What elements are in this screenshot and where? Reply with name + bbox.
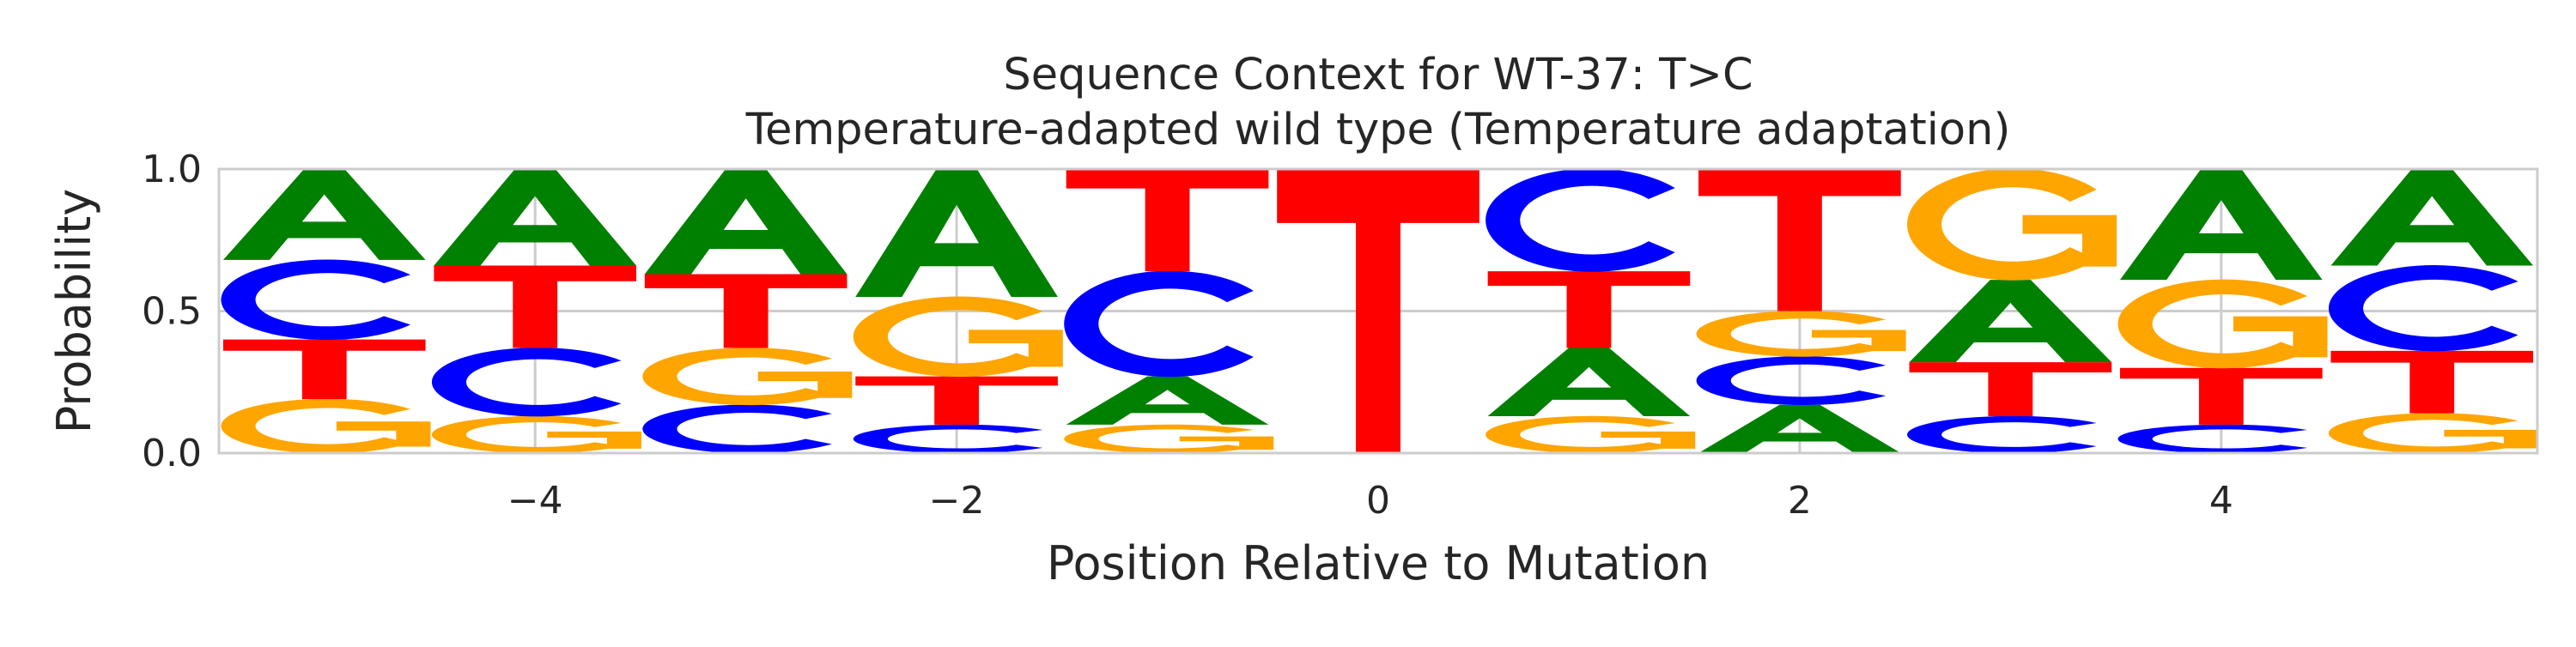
logo-letter-G (1064, 424, 1274, 454)
logo-letter-C (221, 259, 410, 341)
logo-letter-T (1277, 169, 1479, 453)
logo-letter-C (1696, 356, 1886, 406)
logo-letter-G (1485, 415, 1696, 454)
y-tick-label: 1.0 (142, 148, 202, 191)
logo-letter-A (1487, 348, 1691, 416)
logo-letter-C (1907, 415, 2097, 454)
logo-letter-G (221, 398, 431, 454)
logo-letter-T (2120, 367, 2323, 425)
x-tick-label: 4 (2209, 479, 2233, 523)
logo-letter-A (222, 169, 426, 260)
logo-letter-T (855, 376, 1058, 425)
logo-letter-C (853, 424, 1043, 454)
logo-letters (221, 168, 2538, 454)
x-axis-label: Position Relative to Mutation (1047, 536, 1710, 590)
logo-letter-A (2120, 169, 2323, 281)
axis-ticks: −4 −2 0 2 4 0.0 0.5 1.0 (142, 148, 2233, 523)
logo-letter-C (2329, 265, 2518, 352)
logo-letter-A (2330, 169, 2534, 266)
x-tick-label: −2 (929, 479, 985, 523)
logo-letter-A (434, 169, 636, 266)
logo-letter-G (431, 415, 641, 454)
x-tick-label: −4 (507, 479, 563, 523)
logo-letter-C (2117, 424, 2308, 454)
logo-letter-G (1696, 311, 1906, 357)
chart-subtitle: Temperature-adapted wild type (Temperatu… (745, 105, 2011, 155)
logo-letter-A (1066, 376, 1269, 425)
logo-letter-C (1485, 168, 1675, 272)
logo-letter-T (1487, 271, 1691, 348)
logo-letter-G (642, 348, 853, 406)
chart-title: Sequence Context for WT-37: T>C (1003, 50, 1753, 100)
logo-letter-A (1909, 280, 2112, 363)
plot-frame (217, 167, 2539, 455)
logo-letter-T (1909, 362, 2112, 416)
logo-letter-A (855, 169, 1058, 297)
logo-letter-G (2117, 279, 2328, 369)
logo-letter-T (434, 265, 636, 348)
logo-letter-A (1698, 404, 1901, 453)
logo-letter-G (1907, 168, 2117, 281)
y-axis-label: Probability (47, 189, 101, 433)
logo-letter-C (642, 404, 832, 454)
y-tick-label: 0.5 (142, 290, 202, 334)
logo-letter-C (432, 348, 622, 417)
x-tick-label: 0 (1366, 479, 1390, 523)
logo-letter-G (853, 296, 1063, 378)
logo-letter-T (222, 339, 426, 400)
logo-letter-T (2330, 350, 2534, 414)
logo-letter-T (644, 274, 848, 348)
x-tick-label: 2 (1788, 479, 1812, 523)
logo-letter-G (2329, 413, 2538, 454)
logo-letter-T (1066, 169, 1269, 272)
logo-letter-A (644, 169, 848, 275)
logo-letter-C (1064, 270, 1254, 378)
y-tick-label: 0.0 (142, 432, 202, 475)
logo-letter-T (1698, 169, 1901, 311)
